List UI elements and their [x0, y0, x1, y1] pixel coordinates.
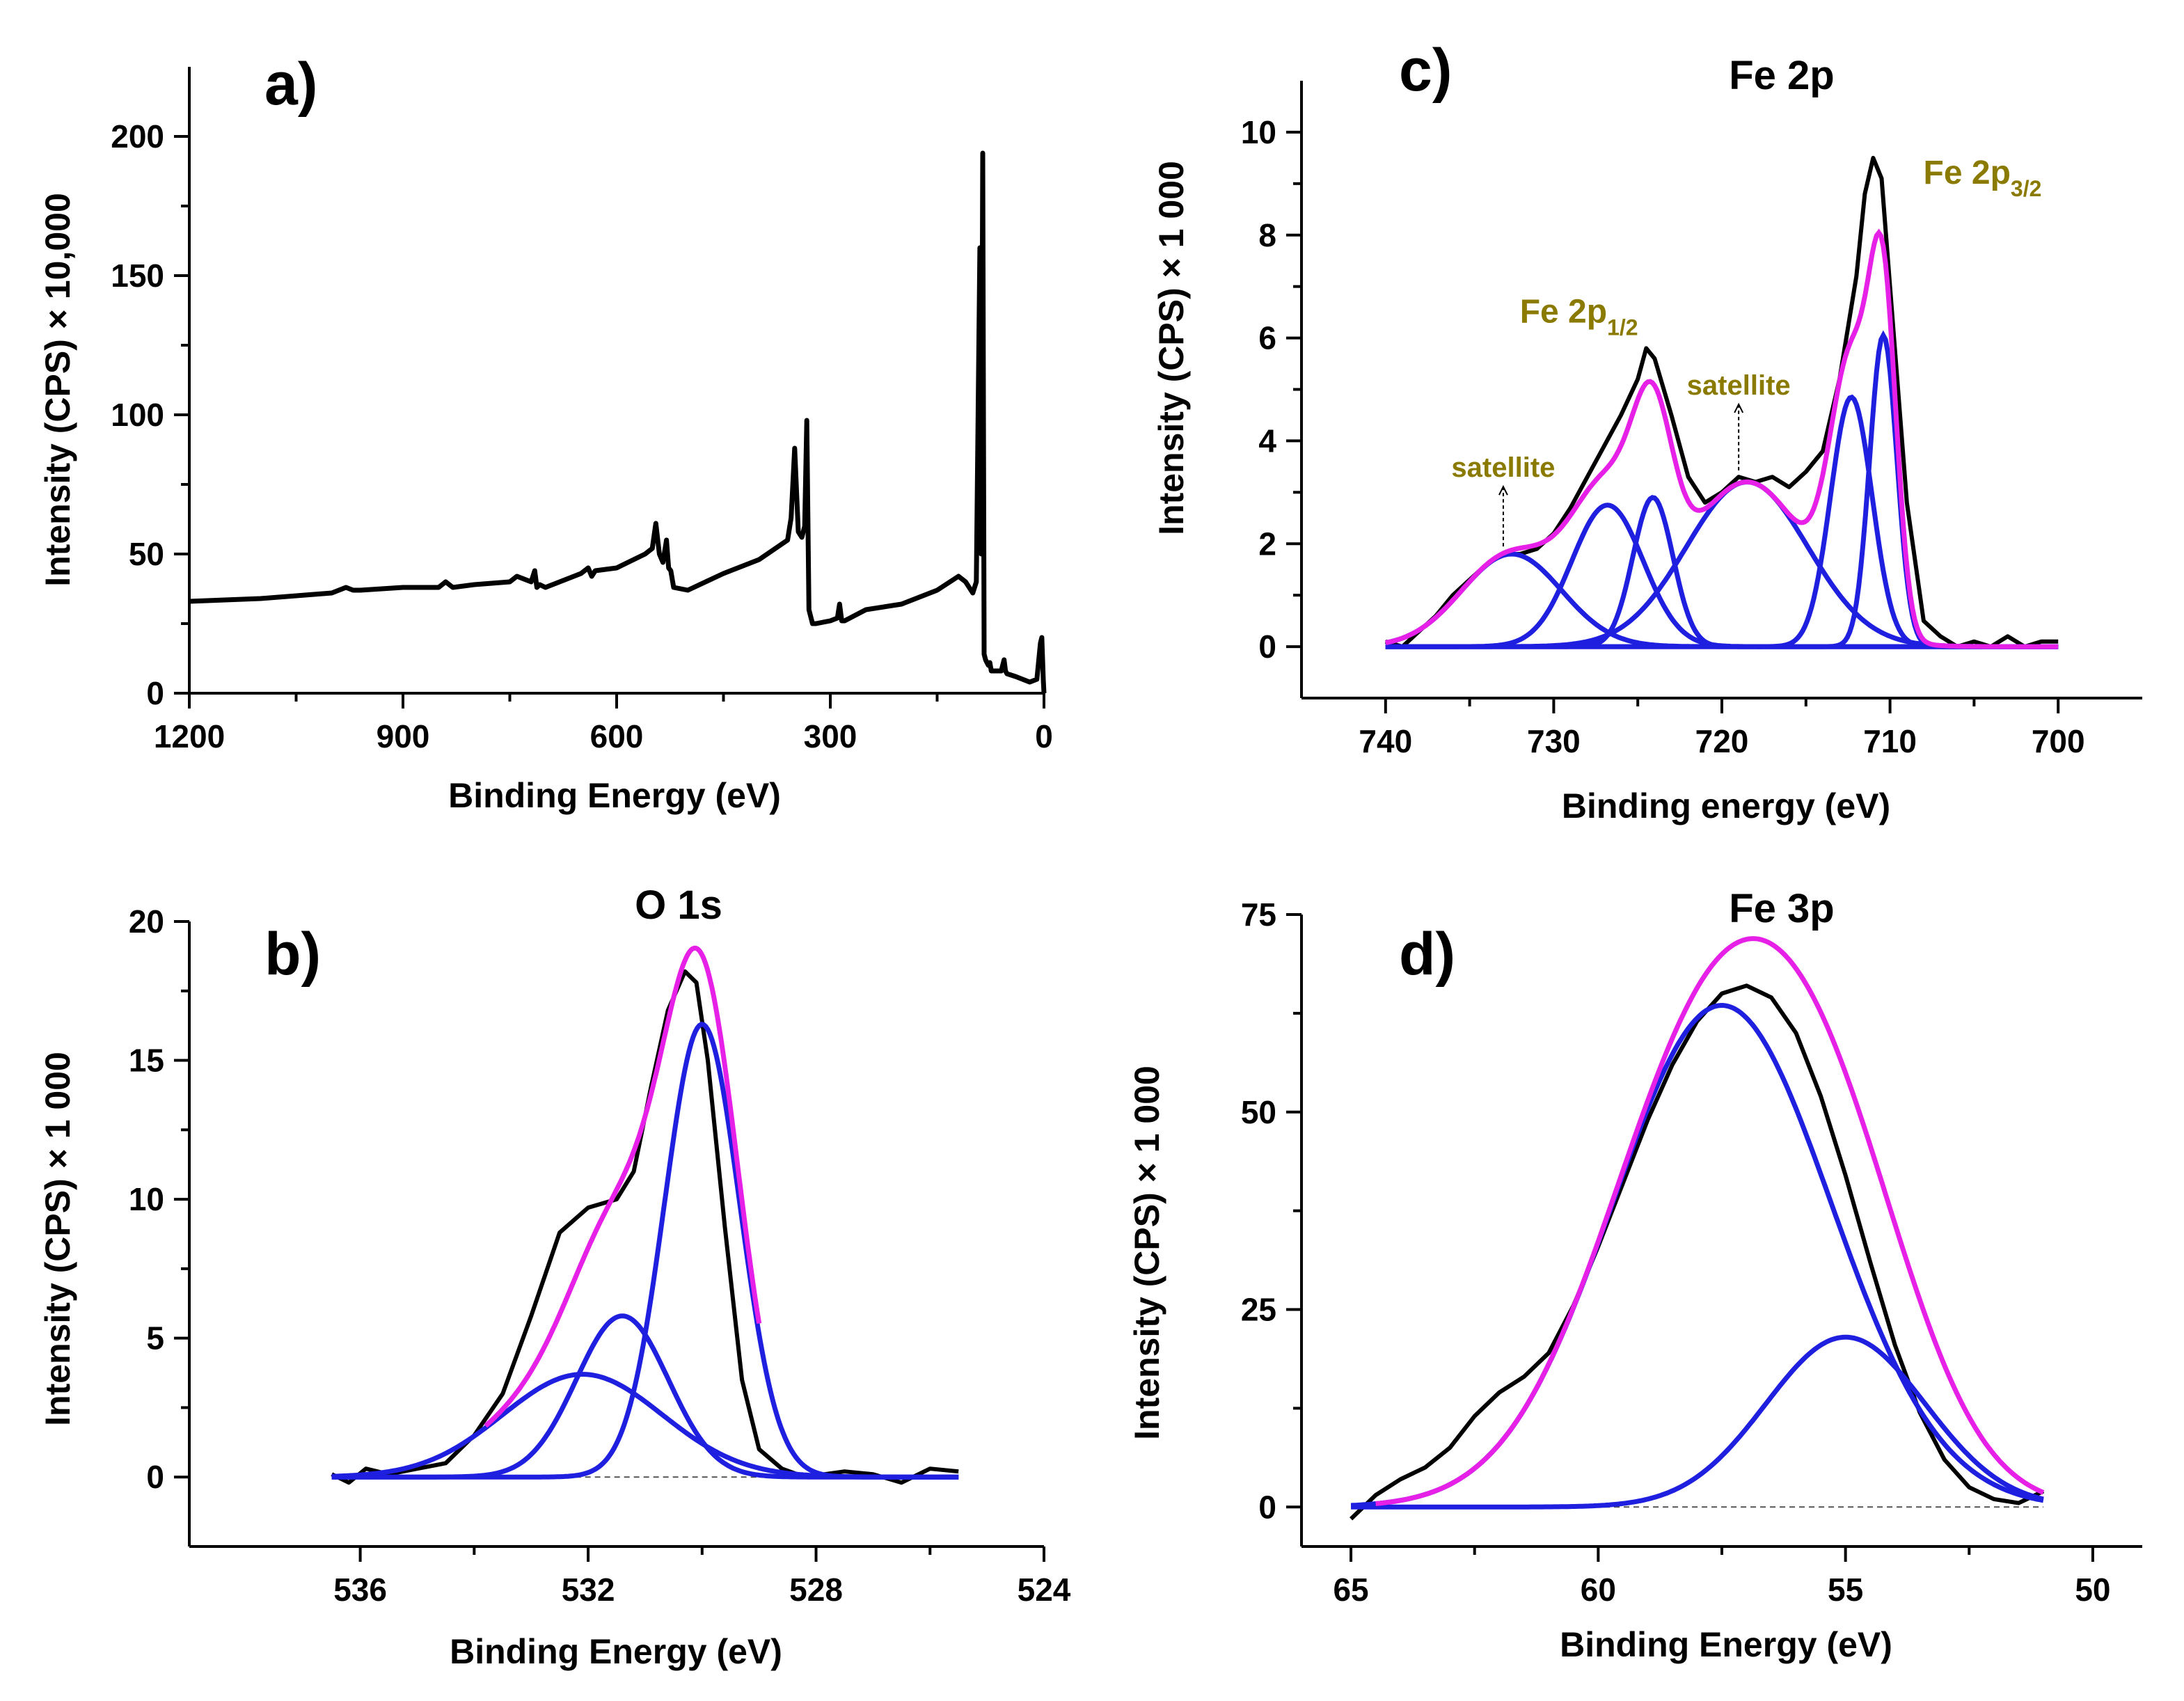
panel-d-title: Fe 3p: [1729, 886, 1835, 931]
panel-c-title: Fe 2p: [1729, 53, 1835, 98]
x-tick-label: 900: [377, 718, 430, 754]
y-tick-label: 50: [1241, 1094, 1276, 1130]
panel-a-ylabel: Intensity (CPS) × 10,000: [38, 193, 77, 587]
fit-envelope: [484, 945, 762, 1428]
panel-a-axes: 1200 900 600 300 0 0 50 100 150 200: [111, 67, 1053, 754]
y-tick-label: 150: [111, 258, 164, 294]
y-tick-label: 20: [129, 903, 164, 940]
annotation-subscript: 1/2: [1607, 315, 1638, 340]
x-tick-label: 720: [1695, 723, 1749, 759]
x-tick-label: 700: [2032, 723, 2085, 759]
panel-b-o1s: b) O 1s 536 532 528 524 0 5 10 15 20 Binding Ene…: [38, 883, 1071, 1671]
fit-component: [1385, 551, 2059, 649]
y-tick-label: 0: [146, 675, 164, 711]
annotation-arrow-head: [1498, 484, 1508, 496]
y-tick-label: 4: [1258, 422, 1276, 459]
series-experimental: [189, 150, 1047, 694]
panel-b-ylabel: Intensity (CPS) × 1 000: [38, 1052, 77, 1426]
x-tick-label: 1200: [154, 718, 225, 754]
series-experimental: [331, 969, 959, 1485]
y-tick-label: 25: [1241, 1292, 1276, 1328]
panel-c-fe2p: c) Fe 2p 740 730 720 710 700 0 2 4 6 8 10 Fe 2p1/2…: [1152, 37, 2142, 825]
y-tick-label: 75: [1241, 896, 1276, 933]
y-tick-label: 50: [129, 536, 164, 572]
panel-c-xlabel: Binding energy (eV): [1562, 786, 1890, 825]
y-tick-label: 2: [1258, 525, 1276, 562]
y-tick-label: 200: [111, 118, 164, 155]
x-tick-label: 524: [1018, 1572, 1071, 1608]
y-tick-label: 0: [1258, 1489, 1276, 1525]
y-tick-label: 10: [1241, 114, 1276, 150]
panel-a-xlabel: Binding Energy (eV): [448, 776, 781, 815]
x-tick-label: 600: [590, 718, 644, 754]
x-tick-label: 50: [2075, 1572, 2110, 1608]
annotation-label: satellite: [1451, 452, 1555, 483]
y-tick-label: 6: [1258, 320, 1276, 356]
panel-b-xlabel: Binding Energy (eV): [450, 1632, 782, 1671]
panel-c-ylabel: Intensity (CPS) × 1 000: [1152, 161, 1191, 535]
y-tick-label: 5: [146, 1320, 164, 1356]
x-tick-label: 60: [1581, 1572, 1616, 1608]
x-tick-label: 730: [1527, 723, 1581, 759]
fit-envelope: [1385, 228, 2059, 649]
x-tick-label: 65: [1333, 1572, 1368, 1608]
fit-component: [1385, 503, 2059, 649]
y-tick-label: 100: [111, 397, 164, 433]
y-tick-label: 0: [1258, 628, 1276, 665]
x-tick-label: 710: [1863, 723, 1917, 759]
fit-component: [1351, 1334, 2044, 1510]
panel-b-title: O 1s: [635, 883, 722, 928]
panel-b-label: b): [264, 921, 321, 988]
fit-component: [331, 1372, 959, 1480]
fit-component: [1385, 394, 2059, 649]
series-experimental: [1384, 155, 2059, 649]
x-tick-label: 528: [789, 1572, 843, 1608]
x-tick-label: 0: [1035, 718, 1053, 754]
y-tick-label: 8: [1258, 217, 1276, 253]
x-tick-label: 300: [804, 718, 857, 754]
fit-component: [1385, 495, 2059, 649]
panel-d-axes: 65 60 55 50 0 25 50 75: [1241, 896, 2142, 1608]
y-tick-label: 15: [129, 1043, 164, 1079]
fit-component: [1350, 1002, 2044, 1508]
x-tick-label: 536: [333, 1572, 387, 1608]
panel-b-axes: 536 532 528 524 0 5 10 15 20: [129, 903, 1071, 1608]
y-tick-label: 0: [146, 1459, 164, 1495]
panel-d-fe3p: d) Fe 3p 65 60 55 50 0 25 50 75 Binding Energy …: [1127, 886, 2142, 1664]
annotation-arrow-head: [1734, 402, 1744, 413]
fit-component: [331, 1022, 959, 1480]
panel-d-ylabel: Intensity (CPS) × 1 000: [1127, 1066, 1166, 1440]
panel-d-label: d): [1399, 921, 1455, 988]
annotation-label: Fe 2p1/2: [1520, 293, 1638, 340]
annotation-label: satellite: [1687, 370, 1791, 401]
panel-d-xlabel: Binding Energy (eV): [1560, 1625, 1892, 1664]
annotation-label: Fe 2p3/2: [1924, 155, 2042, 201]
y-tick-label: 10: [129, 1181, 164, 1217]
panel-a-label: a): [264, 51, 317, 118]
panel-a-survey: a) 1200 900 600 300 0 0 50 100 150 200 Binding En…: [38, 51, 1053, 815]
x-tick-label: 740: [1359, 723, 1412, 759]
annotation-subscript: 3/2: [2011, 176, 2041, 201]
panel-c-label: c): [1399, 37, 1452, 104]
fit-envelope: [1375, 936, 2045, 1506]
panel-c-axes: 740 730 720 710 700 0 2 4 6 8 10: [1241, 81, 2142, 759]
x-tick-label: 532: [562, 1572, 615, 1608]
panel-c-annotations: Fe 2p1/2 Fe 2p3/2 satellite satellite: [1451, 155, 2041, 549]
x-tick-label: 55: [1828, 1572, 1863, 1608]
